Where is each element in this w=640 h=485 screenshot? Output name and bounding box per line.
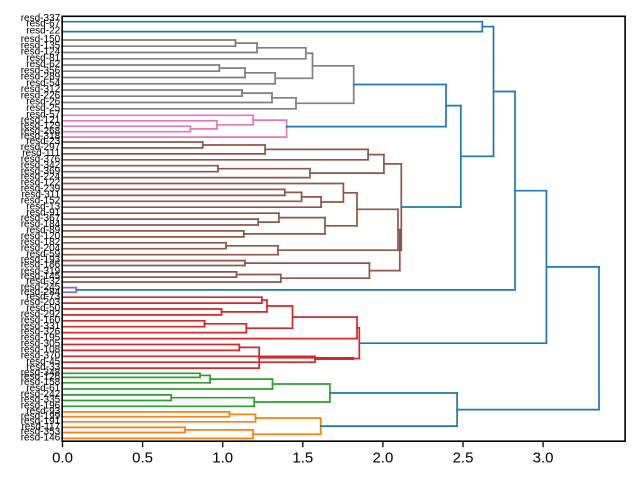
svg-text:resd-239: resd-239 xyxy=(21,184,61,195)
svg-text:0.0: 0.0 xyxy=(52,449,73,466)
svg-text:1.0: 1.0 xyxy=(212,449,233,466)
svg-text:resd-81: resd-81 xyxy=(26,53,60,64)
svg-text:3.0: 3.0 xyxy=(533,449,554,466)
svg-text:resd-59: resd-59 xyxy=(26,249,60,260)
svg-text:resd-203: resd-203 xyxy=(21,297,61,308)
svg-text:resd-186: resd-186 xyxy=(21,260,61,271)
svg-text:resd-376: resd-376 xyxy=(21,154,61,165)
svg-text:resd-348: resd-348 xyxy=(21,367,61,378)
svg-text:resd-91: resd-91 xyxy=(26,207,60,218)
svg-text:resd-184: resd-184 xyxy=(21,219,61,230)
svg-text:resd-199: resd-199 xyxy=(21,411,61,422)
svg-text:resd-224: resd-224 xyxy=(21,172,61,183)
svg-text:resd-152: resd-152 xyxy=(21,195,61,206)
svg-text:resd-120: resd-120 xyxy=(21,231,61,242)
svg-text:resd-45: resd-45 xyxy=(26,356,60,367)
svg-text:resd-61: resd-61 xyxy=(26,383,60,394)
svg-text:resd-204: resd-204 xyxy=(21,243,61,254)
svg-text:resd-319: resd-319 xyxy=(21,266,61,277)
svg-text:resd-111: resd-111 xyxy=(22,148,60,159)
svg-text:resd-305: resd-305 xyxy=(21,339,61,350)
svg-text:resd-182: resd-182 xyxy=(21,237,61,248)
svg-text:resd-311: resd-311 xyxy=(21,190,60,201)
svg-text:resd-129: resd-129 xyxy=(21,120,61,131)
svg-text:resd-93: resd-93 xyxy=(26,406,60,417)
svg-text:resd-126: resd-126 xyxy=(21,372,61,383)
svg-text:resd-297: resd-297 xyxy=(21,142,61,153)
svg-text:resd-73: resd-73 xyxy=(26,291,60,302)
svg-text:resd-117: resd-117 xyxy=(21,422,60,433)
svg-text:resd-191: resd-191 xyxy=(21,416,61,427)
svg-text:resd-50: resd-50 xyxy=(26,303,60,314)
svg-text:resd-342: resd-342 xyxy=(21,160,61,171)
svg-text:resd-23: resd-23 xyxy=(26,136,60,147)
svg-text:0.5: 0.5 xyxy=(132,449,153,466)
svg-text:resd-284: resd-284 xyxy=(21,287,61,298)
svg-text:resd-26: resd-26 xyxy=(26,97,60,108)
svg-text:resd-33: resd-33 xyxy=(26,362,60,373)
svg-text:resd-146: resd-146 xyxy=(21,433,61,444)
svg-text:resd-122: resd-122 xyxy=(21,178,61,189)
svg-text:resd-32: resd-32 xyxy=(26,276,60,287)
svg-text:resd-67: resd-67 xyxy=(26,18,60,29)
svg-text:resd-150: resd-150 xyxy=(21,34,61,45)
svg-text:resd-318: resd-318 xyxy=(21,131,61,142)
svg-text:resd-335: resd-335 xyxy=(21,395,61,406)
svg-text:resd-289: resd-289 xyxy=(21,72,61,83)
svg-text:resd-337: resd-337 xyxy=(21,13,61,24)
svg-text:resd-135: resd-135 xyxy=(21,40,61,51)
svg-text:resd-57: resd-57 xyxy=(26,109,60,120)
svg-text:resd-196: resd-196 xyxy=(21,400,61,411)
svg-text:resd-108: resd-108 xyxy=(21,345,61,356)
svg-text:resd-25: resd-25 xyxy=(26,103,60,114)
svg-text:resd-268: resd-268 xyxy=(21,126,61,137)
svg-text:resd-160: resd-160 xyxy=(21,315,61,326)
svg-text:resd-193: resd-193 xyxy=(21,255,61,266)
svg-text:resd-124: resd-124 xyxy=(21,47,61,58)
svg-text:resd-145: resd-145 xyxy=(21,271,61,282)
svg-text:2.5: 2.5 xyxy=(453,449,474,466)
svg-text:resd-356: resd-356 xyxy=(21,65,61,76)
svg-text:resd-226: resd-226 xyxy=(21,90,61,101)
svg-text:resd-331: resd-331 xyxy=(21,321,61,332)
svg-text:resd-370: resd-370 xyxy=(21,350,61,361)
svg-text:resd-367: resd-367 xyxy=(21,213,61,224)
svg-text:resd-121: resd-121 xyxy=(21,115,61,126)
svg-text:resd-369: resd-369 xyxy=(21,166,61,177)
svg-text:resd-326: resd-326 xyxy=(21,327,61,338)
svg-text:1.5: 1.5 xyxy=(292,449,313,466)
svg-text:resd-89: resd-89 xyxy=(26,225,60,236)
svg-text:resd-242: resd-242 xyxy=(21,389,61,400)
svg-text:resd-62: resd-62 xyxy=(26,59,60,70)
svg-text:resd-22: resd-22 xyxy=(26,26,60,37)
svg-text:resd-13: resd-13 xyxy=(26,201,60,212)
svg-text:2.0: 2.0 xyxy=(372,449,393,466)
svg-text:resd-158: resd-158 xyxy=(21,377,61,388)
svg-text:resd-195: resd-195 xyxy=(21,333,61,344)
svg-text:resd-312: resd-312 xyxy=(21,84,61,95)
svg-text:resd-353: resd-353 xyxy=(21,427,61,438)
svg-text:resd-245: resd-245 xyxy=(21,282,61,293)
svg-text:resd-292: resd-292 xyxy=(21,309,61,320)
svg-text:resd-54: resd-54 xyxy=(26,78,60,89)
